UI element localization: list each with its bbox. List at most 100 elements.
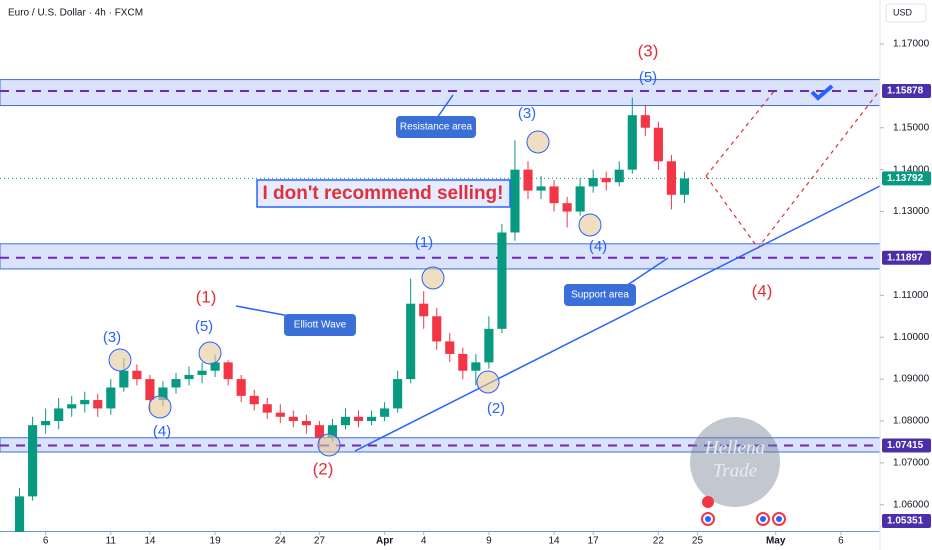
- level-label: 1.05351: [887, 516, 924, 527]
- annotations: (3) (4) (5) (1) (2) (1) (2) (3) (4) (5) …: [103, 41, 881, 526]
- x-tick-label: 9: [486, 536, 492, 547]
- y-tick-label: 1.15000: [893, 122, 930, 133]
- candle-body: [627, 115, 637, 170]
- candle-body: [106, 387, 116, 409]
- candle-body: [432, 316, 442, 342]
- candle-body: [314, 425, 324, 438]
- candle-body: [614, 169, 624, 183]
- x-tick-label: May: [766, 536, 786, 547]
- candle-body: [601, 178, 611, 183]
- projection: [705, 89, 776, 177]
- candle-body: [28, 425, 38, 497]
- callout: [396, 116, 476, 138]
- watermark-text: Trade: [713, 460, 757, 481]
- x-tick-label: 22: [653, 536, 665, 547]
- candle-body: [327, 425, 338, 438]
- candle-body: [54, 408, 64, 421]
- candle-body: [562, 203, 572, 212]
- candle-body: [406, 303, 416, 380]
- wave-label: (4): [752, 281, 773, 300]
- zone: [0, 243, 880, 270]
- candle-body: [275, 412, 285, 417]
- check-icon: [810, 84, 834, 101]
- candle-body: [419, 303, 429, 317]
- y-tick-label: 1.10000: [893, 332, 930, 343]
- chart-title: Euro / U.S. Dollar · 4h · FXCM: [8, 8, 143, 19]
- y-tick-label: 1.07000: [893, 458, 930, 469]
- x-tick-label: 17: [588, 536, 600, 547]
- trend-line: [354, 185, 881, 452]
- candle-body: [223, 362, 233, 380]
- x-tick-label: 4: [421, 536, 427, 547]
- candle-body: [458, 353, 468, 371]
- headline-box: [256, 179, 511, 208]
- candle-body: [549, 186, 559, 204]
- projection: [705, 89, 881, 250]
- watermark-text: Hellena: [704, 437, 765, 458]
- last-price-box: [882, 171, 931, 186]
- candle-body: [119, 370, 129, 388]
- level-box: [882, 438, 931, 453]
- y-tick-label: 1.08000: [893, 416, 930, 427]
- candle-body: [210, 362, 220, 371]
- level-box: [882, 250, 931, 265]
- x-tick-label: 19: [210, 536, 222, 547]
- x-tick-label: 6: [838, 536, 844, 547]
- candle-body: [588, 178, 598, 187]
- level-box: [882, 514, 931, 528]
- wave-label: (2): [313, 459, 334, 478]
- candle-body: [41, 420, 51, 426]
- level-label: 1.15878: [887, 86, 924, 97]
- candle-body: [536, 186, 546, 191]
- callout: [284, 314, 356, 336]
- candle-body: [353, 416, 364, 421]
- level-label: 1.07415: [887, 440, 924, 451]
- candle-body: [145, 379, 155, 401]
- candle-body: [80, 400, 90, 405]
- candle-body: [2, 538, 11, 548]
- wave-label: (1): [415, 234, 433, 251]
- wave-label: (3): [103, 329, 121, 346]
- y-tick-label: 1.09000: [893, 374, 930, 385]
- x-tick-label: 25: [692, 536, 704, 547]
- x-tick-label: 6: [43, 536, 49, 547]
- candle-body: [236, 379, 246, 396]
- candle-body: [575, 186, 585, 212]
- candle-body: [158, 387, 168, 401]
- currency-box: [885, 3, 927, 23]
- y-tick-label: 1.11000: [893, 290, 929, 301]
- wave-label: (3): [518, 105, 536, 122]
- candle-body: [171, 379, 181, 388]
- candle-body: [93, 400, 103, 409]
- candle-body: [523, 169, 533, 191]
- wave-label: (2): [487, 400, 505, 417]
- candle-body: [497, 232, 507, 329]
- candle-body: [666, 161, 676, 195]
- callout-text: Resistance area: [400, 122, 473, 133]
- candle-body: [366, 416, 377, 421]
- candle-body: [184, 374, 194, 380]
- x-tick-label: 14: [144, 536, 156, 547]
- candle-body: [484, 328, 494, 363]
- callout-text: Support area: [571, 290, 629, 301]
- x-tick-label: 24: [275, 536, 287, 547]
- wave-label: (1): [196, 287, 217, 306]
- last-price-label: 1.13792: [887, 173, 924, 184]
- candle-body: [132, 370, 142, 380]
- wave-label: (4): [153, 423, 171, 440]
- candle-body: [301, 420, 311, 426]
- x-tick-label: 14: [549, 536, 561, 547]
- candle-body: [380, 408, 390, 417]
- watermark: [690, 417, 780, 507]
- candle-body: [393, 379, 403, 409]
- wave-label: (4): [589, 238, 607, 255]
- candle-body: [14, 496, 25, 532]
- x-tick-label: 11: [106, 536, 117, 547]
- plot-bg: [0, 0, 880, 532]
- y-tick-label: 1.06000: [893, 499, 930, 510]
- candle-body: [67, 404, 77, 409]
- wave-label: (5): [195, 318, 213, 335]
- callout-pointer: [436, 94, 454, 119]
- callout: [564, 284, 636, 306]
- candle-body: [197, 370, 207, 375]
